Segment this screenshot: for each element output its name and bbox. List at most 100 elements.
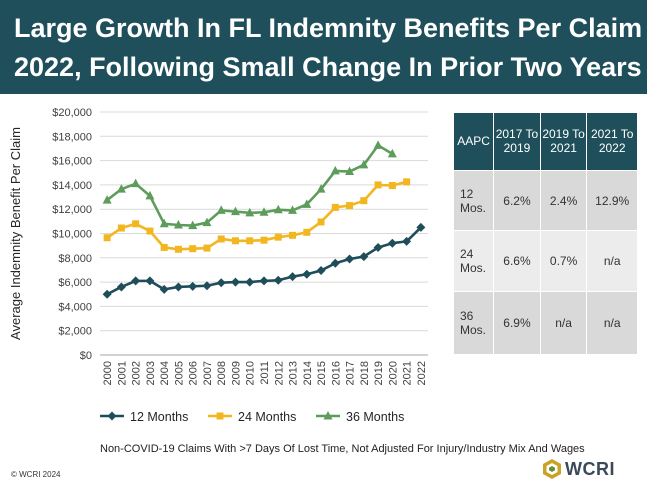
x-tick-label: 2008 — [216, 361, 228, 385]
title-line-2: 2022, Following Small Change In Prior Tw… — [14, 52, 642, 82]
copyright: © WCRI 2024 — [11, 470, 61, 479]
series-line — [106, 180, 407, 251]
y-tick-label: $18,000 — [52, 131, 92, 143]
data-point — [331, 203, 339, 211]
table-row: 12 Mos. 6.2% 2.4% 12.9% — [454, 169, 637, 231]
title-line-1: Large Growth In FL Indemnity Benefits Pe… — [14, 13, 647, 43]
legend-label: 12 Months — [130, 410, 188, 424]
y-tick-label: $0 — [80, 350, 92, 362]
x-tick-label: 2018 — [359, 361, 371, 385]
y-tick-label: $8,000 — [58, 253, 92, 265]
table-header-row: AAPC 2017 To 2019 2019 To 2021 2021 To 2… — [454, 113, 637, 171]
table-cell: 0.7% — [539, 230, 587, 292]
data-point — [302, 269, 312, 279]
x-tick-label: 2014 — [302, 361, 314, 385]
data-point — [373, 242, 383, 252]
aapc-table: AAPC 2017 To 2019 2019 To 2021 2021 To 2… — [454, 113, 637, 354]
y-tick-label: $6,000 — [58, 277, 92, 289]
data-point — [145, 190, 155, 200]
data-point — [416, 222, 426, 232]
title-banner: Large Growth In FL Indemnity Benefits Pe… — [0, 0, 647, 94]
data-point — [316, 266, 326, 276]
wcri-logo-icon — [543, 459, 561, 479]
x-tick-label: 2004 — [159, 361, 171, 385]
wcri-logo-text: WCRI — [565, 459, 615, 479]
data-point — [323, 411, 333, 420]
header-2017-2019: 2017 To 2019 — [493, 113, 541, 171]
legend-label: 36 Months — [346, 410, 404, 424]
table-cell: n/a — [586, 291, 637, 354]
data-point — [132, 220, 140, 228]
legend-label: 24 Months — [238, 410, 296, 424]
table-cell: 6.2% — [493, 169, 541, 231]
y-tick-label: $10,000 — [52, 229, 92, 241]
x-tick-label: 2007 — [202, 361, 214, 385]
table-cell: 12.9% — [586, 169, 637, 231]
table-row: 24 Mos. 6.6% 0.7% n/a — [454, 230, 637, 292]
x-tick-label: 2002 — [131, 361, 143, 385]
data-point — [102, 289, 112, 299]
data-point — [174, 245, 182, 253]
data-point — [316, 184, 326, 193]
row-label: 24 Mos. — [454, 230, 494, 292]
table-cell: n/a — [586, 230, 637, 292]
line-chart: $0 $2,000 $4,000 $6,000 $8,000 $10,000 $12,000… — [8, 107, 428, 424]
data-point — [388, 182, 396, 190]
data-point — [387, 238, 397, 248]
data-point — [145, 276, 155, 286]
y-tick-label: $2,000 — [58, 326, 92, 338]
data-point — [259, 276, 269, 286]
data-point — [217, 235, 225, 243]
data-point — [230, 277, 240, 287]
data-point — [102, 195, 112, 204]
x-tick-label: 2013 — [288, 361, 300, 385]
data-point — [173, 282, 183, 292]
data-point — [345, 166, 355, 176]
data-point — [273, 204, 283, 214]
y-tick-label: $4,000 — [58, 301, 92, 313]
data-point — [103, 234, 111, 242]
data-point — [202, 281, 212, 291]
x-tick-label: 2006 — [188, 361, 200, 385]
data-point — [131, 178, 141, 188]
x-tick-label: 2005 — [173, 361, 185, 385]
data-point — [189, 245, 197, 253]
table-cell: 2.4% — [539, 169, 587, 231]
data-point — [116, 282, 126, 292]
row-label: 36 Mos. — [454, 291, 494, 354]
wcri-logo: WCRI — [541, 458, 641, 482]
table-cell: 6.6% — [493, 230, 541, 292]
data-point — [160, 243, 168, 251]
x-tick-label: 2010 — [245, 361, 257, 385]
data-point — [330, 165, 340, 175]
data-point — [345, 254, 355, 264]
y-tick-label: $16,000 — [52, 156, 92, 168]
data-point — [288, 205, 298, 214]
data-point — [317, 218, 325, 226]
table-row: 36 Mos. 6.9% n/a n/a — [454, 291, 637, 354]
row-label: 12 Mos. — [454, 169, 494, 231]
x-tick-label: 2019 — [373, 361, 385, 385]
y-tick-label: $12,000 — [52, 204, 92, 216]
x-tick-label: 2012 — [273, 361, 285, 385]
x-tick-label: 2000 — [102, 361, 114, 385]
data-point — [359, 159, 369, 169]
data-point — [402, 236, 412, 246]
data-point — [330, 258, 340, 268]
data-point — [230, 206, 240, 216]
data-point — [159, 218, 169, 228]
data-point — [216, 412, 224, 420]
x-tick-label: 2017 — [345, 361, 357, 385]
data-point — [302, 199, 312, 208]
data-point — [116, 184, 126, 193]
page-title: Large Growth In FL Indemnity Benefits Pe… — [14, 9, 647, 87]
data-point — [202, 217, 212, 227]
data-point — [273, 275, 283, 285]
data-point — [373, 140, 383, 149]
data-point — [259, 207, 269, 216]
data-point — [231, 237, 239, 245]
table-cell: n/a — [539, 291, 587, 354]
y-tick-label: $14,000 — [52, 180, 92, 192]
data-point — [216, 278, 226, 288]
data-point — [117, 224, 125, 232]
